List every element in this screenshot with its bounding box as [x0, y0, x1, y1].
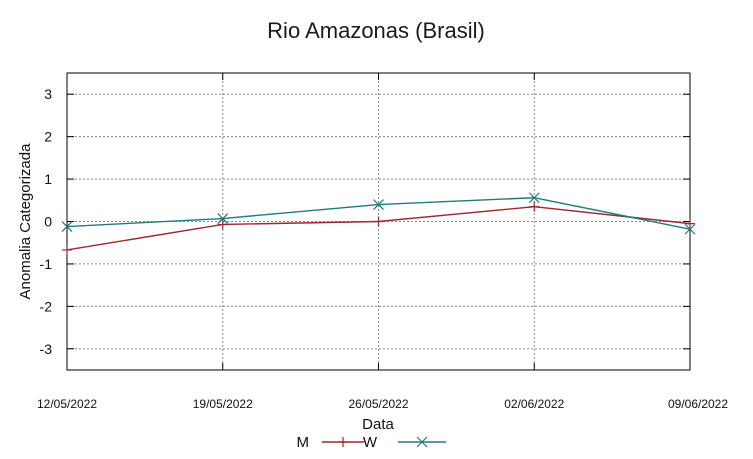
data-point-M	[217, 219, 228, 230]
x-axis-label: Data	[362, 416, 394, 433]
legend-item-W: W	[363, 434, 446, 451]
legend-item-M: M	[297, 434, 364, 451]
series-W	[61, 192, 696, 235]
y-tick-label: 3	[44, 86, 52, 102]
series-layer	[61, 192, 696, 255]
data-point-W	[684, 223, 696, 235]
legend-marker	[338, 437, 348, 447]
y-tick-label: -3	[40, 341, 53, 357]
data-point-W	[217, 213, 229, 224]
data-point-M	[685, 218, 695, 229]
data-point-W	[373, 199, 384, 210]
legend-label: W	[363, 434, 378, 451]
chart-title: Rio Amazonas (Brasil)	[267, 18, 485, 43]
x-tick-label: 19/05/2022	[193, 397, 253, 411]
x-axis-ticks: 12/05/2022 19/05/2022 26/05/2022 02/06/2022…	[37, 73, 728, 411]
x-tick-label: 02/06/2022	[504, 397, 564, 411]
legend-marker	[416, 436, 428, 448]
y-tick-label: 1	[44, 171, 52, 187]
data-point-W	[61, 221, 73, 233]
data-point-M	[373, 216, 384, 227]
x-tick-label: 12/05/2022	[37, 397, 97, 411]
data-point-W	[528, 192, 540, 204]
y-tick-label: -2	[40, 298, 53, 314]
x-tick-label: 09/06/2022	[668, 397, 728, 411]
series-M	[62, 201, 695, 255]
x-tick-label: 26/05/2022	[348, 397, 408, 411]
y-tick-label: 2	[44, 129, 52, 145]
y-axis-label: Anomalia Categorizada	[17, 143, 34, 300]
y-tick-label: -1	[40, 256, 53, 272]
legend-label: M	[297, 434, 310, 451]
data-point-M	[62, 244, 72, 255]
data-point-M	[529, 201, 540, 212]
y-tick-label: 0	[44, 214, 52, 230]
y-axis-ticks: 3 2 1 0 -1 -2 -3	[40, 86, 690, 357]
